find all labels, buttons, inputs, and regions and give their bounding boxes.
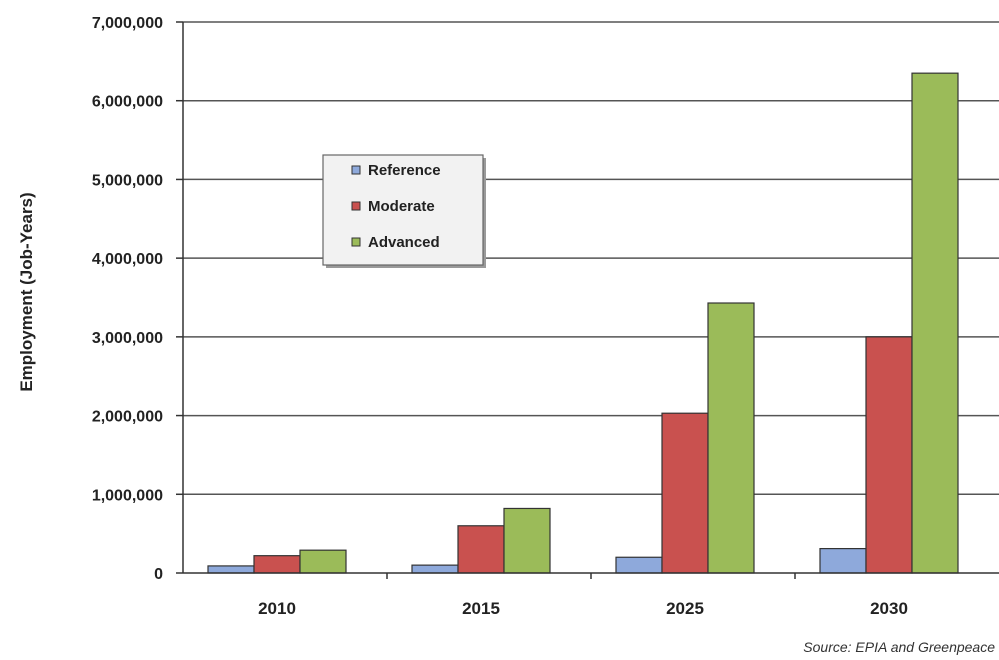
y-tick-label: 5,000,000 [92, 172, 163, 189]
legend-label: Moderate [368, 198, 435, 215]
y-tick-label: 6,000,000 [92, 94, 163, 111]
bar-reference-2025 [615, 556, 663, 574]
y-tick-label: 0 [154, 566, 163, 583]
y-tick-label: 3,000,000 [92, 330, 163, 347]
bar-moderate-2025 [661, 412, 709, 574]
y-axis-label: Employment (Job-Years) [17, 192, 36, 391]
bar-advanced-2030 [911, 72, 959, 574]
bar-moderate-2030 [865, 336, 913, 574]
legend-swatch [351, 237, 361, 247]
legend-label: Advanced [368, 234, 440, 251]
legend: Reference Moderate Advanced [322, 154, 486, 268]
legend-box [322, 154, 484, 266]
y-gridlines [176, 21, 999, 574]
y-tick-label: 1,000,000 [92, 487, 163, 504]
legend-swatch [351, 165, 361, 175]
x-tick-label: 2010 [258, 599, 296, 618]
x-tick-label: 2030 [870, 599, 908, 618]
x-tick-label: 2025 [666, 599, 704, 618]
legend-swatch [351, 201, 361, 211]
bar-reference-2030 [819, 547, 867, 574]
bar-moderate-2015 [457, 525, 505, 574]
bar-reference-2015 [411, 564, 459, 574]
x-axis-tick-labels: 2010 2015 2025 2030 [258, 573, 908, 618]
y-tick-label: 7,000,000 [92, 15, 163, 32]
bar-reference-2010 [207, 565, 255, 574]
bar-advanced-2025 [707, 302, 755, 574]
bar-advanced-2015 [503, 507, 551, 574]
y-tick-label: 4,000,000 [92, 251, 163, 268]
bar-advanced-2010 [299, 549, 347, 574]
bar-moderate-2010 [253, 555, 301, 574]
source-note: Source: EPIA and Greenpeace [803, 639, 995, 655]
legend-label: Reference [368, 162, 441, 179]
y-tick-label: 2,000,000 [92, 409, 163, 426]
x-tick-label: 2015 [462, 599, 500, 618]
y-axis-tick-labels: 0 1,000,000 2,000,000 3,000,000 4,000,000 5,0… [92, 15, 163, 583]
bars [207, 72, 959, 574]
